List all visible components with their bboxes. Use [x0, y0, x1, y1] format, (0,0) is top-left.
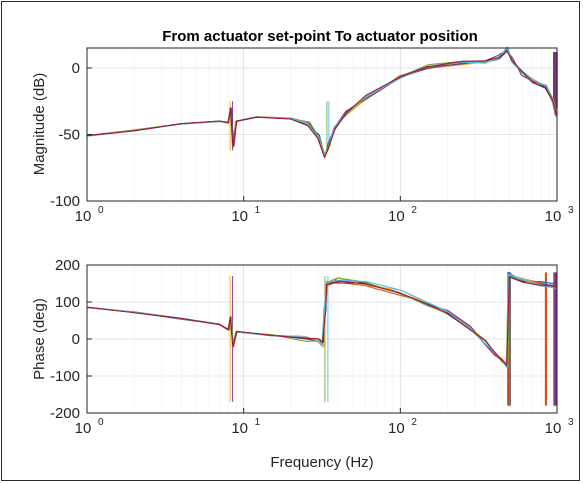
magnitude-axes-box — [86, 47, 558, 202]
phase-y-label: Phase (deg) — [31, 298, 48, 380]
x-tick-label: 10 — [231, 208, 248, 225]
x-tick-label: 10 — [388, 420, 405, 437]
hf-noise-band — [554, 51, 557, 115]
x-tick-exponent: 3 — [568, 417, 574, 428]
x-tick-label: 10 — [75, 208, 92, 225]
x-tick-label: 10 — [388, 208, 405, 225]
x-tick-label: 10 — [545, 208, 562, 225]
magnitude-panel: -100 -50 0 10 0 10 1 10 2 10 3 Magnitude (dB) — [31, 46, 574, 225]
x-tick-label: 10 — [75, 420, 92, 437]
phase-wrap-band — [507, 273, 511, 406]
x-axis-label: Frequency (Hz) — [270, 454, 373, 471]
x-tick-exponent: 1 — [255, 417, 261, 428]
x-tick-exponent: 1 — [255, 205, 261, 216]
x-tick-exponent: 0 — [98, 417, 104, 428]
magnitude-y-label: Magnitude (dB) — [31, 73, 48, 176]
x-tick-label: 10 — [545, 420, 562, 437]
response-trace — [86, 50, 558, 159]
response-trace — [87, 273, 557, 368]
y-tick-label: -100 — [50, 368, 80, 385]
x-tick-exponent: 3 — [568, 205, 574, 216]
y-tick-label: 200 — [55, 257, 80, 274]
chart-title: From actuator set-point To actuator posi… — [162, 28, 478, 45]
y-tick-label: -200 — [50, 405, 80, 422]
y-tick-label: 100 — [55, 294, 80, 311]
y-tick-label: -50 — [58, 126, 80, 143]
y-tick-label: -100 — [50, 193, 80, 210]
x-tick-exponent: 0 — [98, 205, 104, 216]
x-tick-exponent: 2 — [411, 417, 417, 428]
phase-wrap-band — [553, 272, 557, 406]
x-tick-label: 10 — [231, 420, 248, 437]
response-trace — [87, 276, 557, 366]
y-tick-label: 0 — [72, 60, 80, 77]
x-tick-exponent: 2 — [411, 205, 417, 216]
y-tick-label: 0 — [72, 331, 80, 348]
